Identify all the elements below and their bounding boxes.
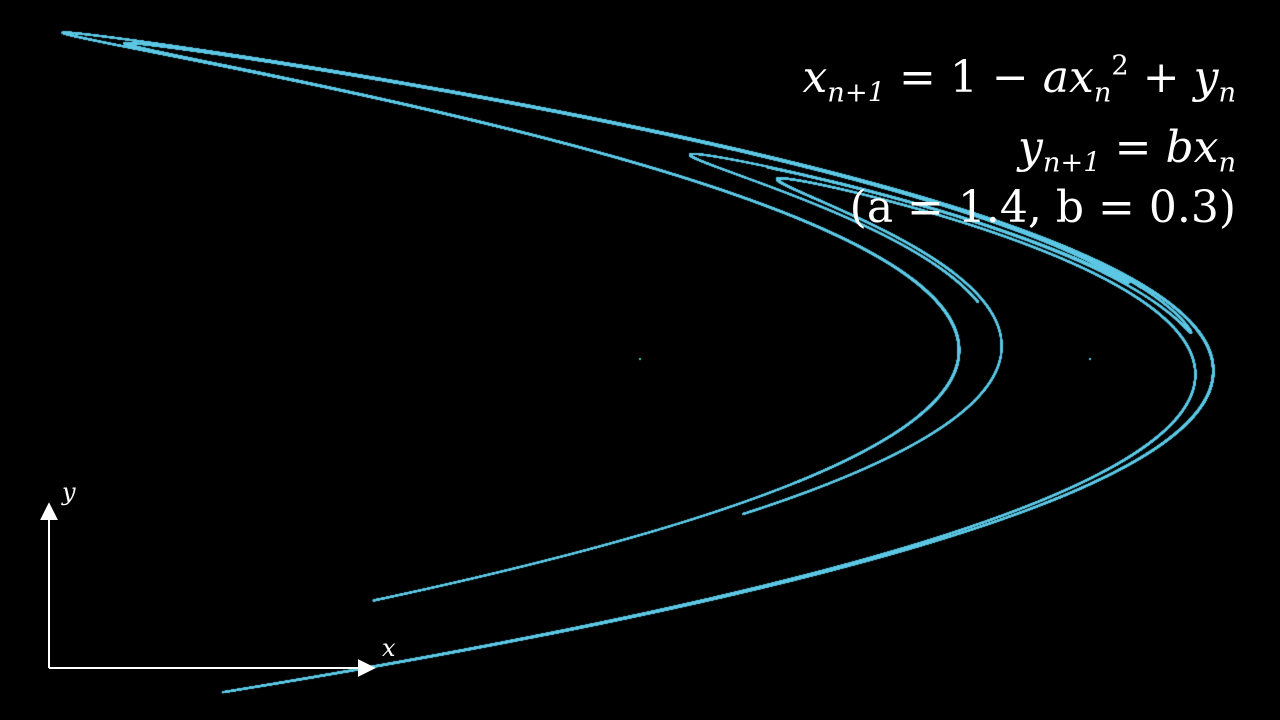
y-axis-label: y	[62, 478, 76, 506]
equation-x-update: xn+1 = 1 − axn2 + yn	[802, 50, 1236, 109]
equation-parameters: (a = 1.4, b = 0.3)	[849, 182, 1236, 233]
equation-y-update: yn+1 = bxn	[1017, 122, 1236, 179]
x-axis-label: x	[382, 634, 396, 662]
